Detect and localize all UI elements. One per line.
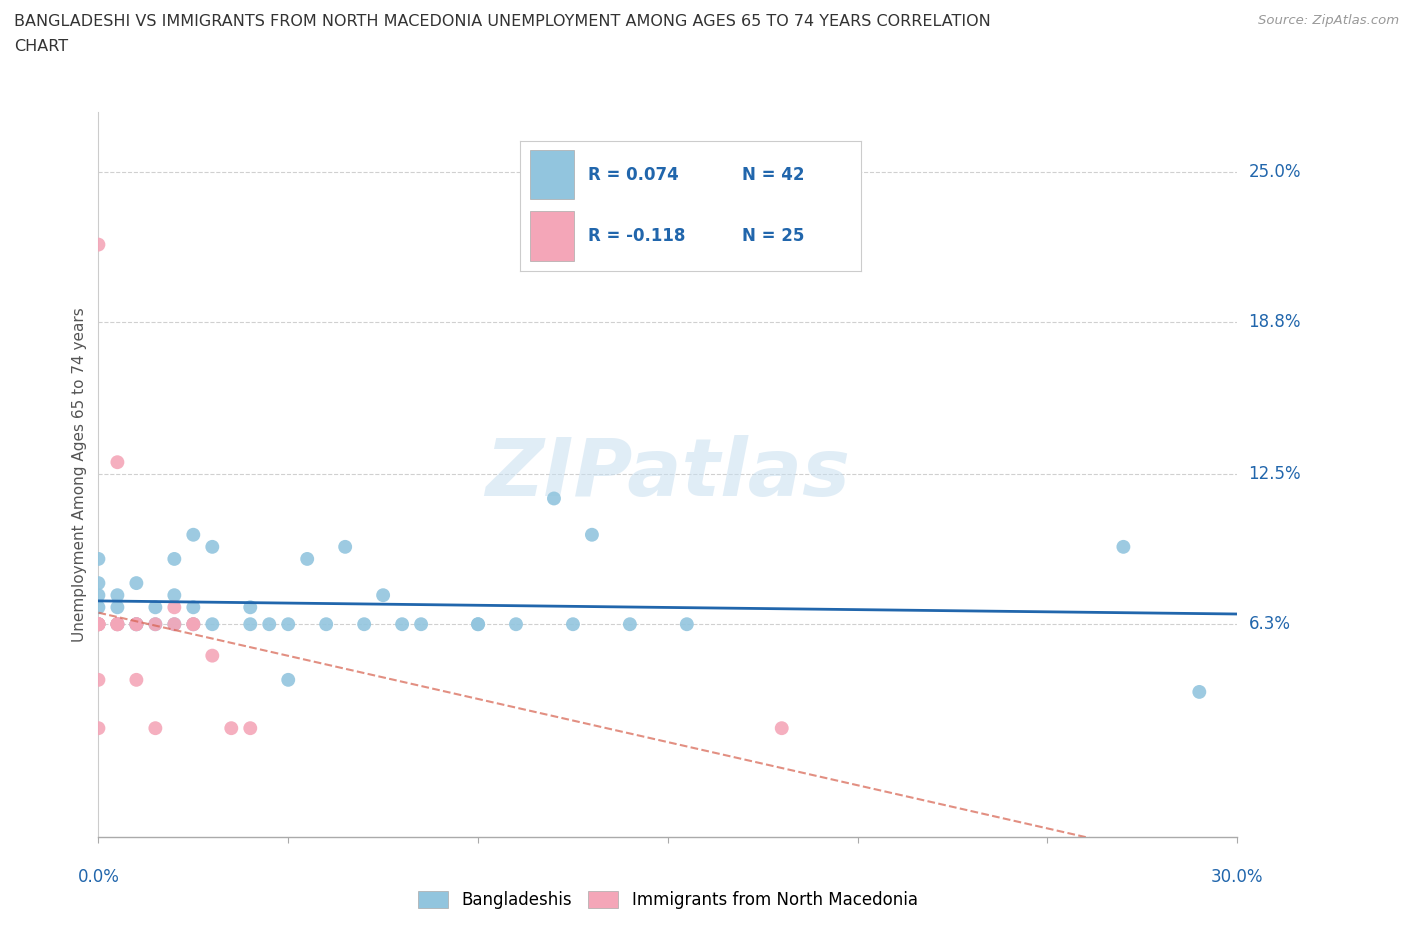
Point bbox=[87, 617, 110, 631]
Text: BANGLADESHI VS IMMIGRANTS FROM NORTH MACEDONIA UNEMPLOYMENT AMONG AGES 65 TO 74 : BANGLADESHI VS IMMIGRANTS FROM NORTH MAC… bbox=[14, 14, 991, 29]
Point bbox=[353, 617, 375, 631]
Point bbox=[239, 721, 262, 736]
Point bbox=[87, 576, 110, 591]
Point bbox=[163, 551, 186, 566]
Point bbox=[201, 648, 224, 663]
Point bbox=[145, 617, 167, 631]
Text: 25.0%: 25.0% bbox=[1249, 163, 1301, 181]
Point bbox=[125, 576, 148, 591]
Point bbox=[335, 539, 357, 554]
Point bbox=[411, 617, 433, 631]
Point bbox=[107, 588, 129, 603]
Point bbox=[125, 617, 148, 631]
Y-axis label: Unemployment Among Ages 65 to 74 years: Unemployment Among Ages 65 to 74 years bbox=[72, 307, 87, 642]
Point bbox=[543, 491, 565, 506]
Point bbox=[183, 527, 205, 542]
Point bbox=[87, 237, 110, 252]
Point bbox=[107, 600, 129, 615]
Point bbox=[201, 617, 224, 631]
Point bbox=[581, 527, 603, 542]
Point bbox=[1188, 684, 1211, 699]
Text: ZIPatlas: ZIPatlas bbox=[485, 435, 851, 513]
Point bbox=[87, 617, 110, 631]
Point bbox=[562, 617, 585, 631]
Point bbox=[277, 672, 299, 687]
Point bbox=[145, 721, 167, 736]
Point bbox=[87, 617, 110, 631]
Point bbox=[183, 617, 205, 631]
Point bbox=[467, 617, 489, 631]
Point bbox=[467, 617, 489, 631]
Point bbox=[87, 617, 110, 631]
Point bbox=[163, 600, 186, 615]
Point bbox=[619, 617, 641, 631]
Point bbox=[87, 588, 110, 603]
Point bbox=[163, 617, 186, 631]
Point bbox=[371, 588, 394, 603]
Point bbox=[107, 617, 129, 631]
Point bbox=[1112, 539, 1135, 554]
Point bbox=[107, 617, 129, 631]
Text: CHART: CHART bbox=[14, 39, 67, 54]
Point bbox=[107, 617, 129, 631]
Point bbox=[183, 600, 205, 615]
Point bbox=[259, 617, 281, 631]
Point bbox=[277, 617, 299, 631]
Point bbox=[87, 617, 110, 631]
Point bbox=[163, 617, 186, 631]
Point bbox=[87, 617, 110, 631]
Text: Source: ZipAtlas.com: Source: ZipAtlas.com bbox=[1258, 14, 1399, 27]
Point bbox=[239, 600, 262, 615]
Text: 12.5%: 12.5% bbox=[1249, 465, 1301, 484]
Point bbox=[183, 617, 205, 631]
Point bbox=[505, 617, 527, 631]
Point bbox=[315, 617, 337, 631]
Point bbox=[183, 617, 205, 631]
Point bbox=[107, 617, 129, 631]
Point bbox=[107, 455, 129, 470]
Text: 30.0%: 30.0% bbox=[1211, 868, 1264, 885]
Point bbox=[201, 539, 224, 554]
Point bbox=[125, 672, 148, 687]
Point bbox=[87, 600, 110, 615]
Point bbox=[676, 617, 699, 631]
Text: 6.3%: 6.3% bbox=[1249, 616, 1291, 633]
Point bbox=[125, 617, 148, 631]
Text: 0.0%: 0.0% bbox=[77, 868, 120, 885]
Legend: Bangladeshis, Immigrants from North Macedonia: Bangladeshis, Immigrants from North Mace… bbox=[411, 884, 925, 916]
Point bbox=[87, 721, 110, 736]
Point bbox=[145, 617, 167, 631]
Text: 18.8%: 18.8% bbox=[1249, 313, 1301, 331]
Point bbox=[163, 588, 186, 603]
Point bbox=[125, 617, 148, 631]
Point bbox=[391, 617, 413, 631]
Point bbox=[87, 551, 110, 566]
Point bbox=[145, 600, 167, 615]
Point bbox=[239, 617, 262, 631]
Point bbox=[221, 721, 243, 736]
Point bbox=[125, 617, 148, 631]
Point bbox=[297, 551, 319, 566]
Point bbox=[770, 721, 793, 736]
Point bbox=[87, 672, 110, 687]
